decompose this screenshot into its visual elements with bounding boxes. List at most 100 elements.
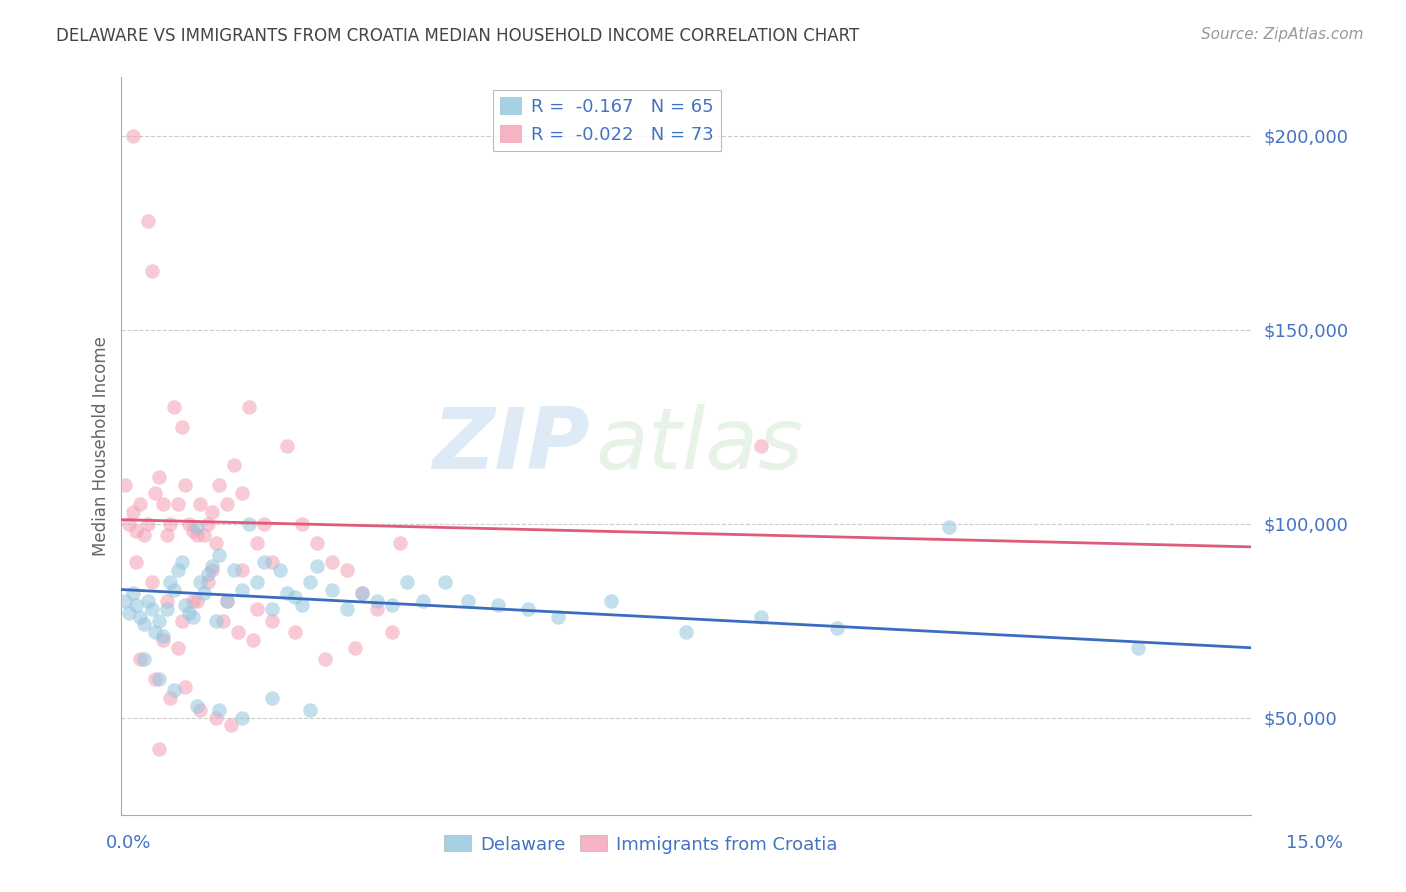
Point <box>155 602 177 616</box>
Point <box>193 528 215 542</box>
Point <box>307 559 329 574</box>
Point <box>242 632 264 647</box>
Point <box>186 528 208 542</box>
Point <box>181 524 204 539</box>
Point <box>121 586 143 600</box>
Point <box>190 703 212 717</box>
Point <box>201 559 224 574</box>
Point <box>143 485 166 500</box>
Point <box>291 598 314 612</box>
Point <box>148 470 170 484</box>
Point <box>159 516 181 531</box>
Point <box>224 563 246 577</box>
Point <box>457 594 479 608</box>
Point <box>260 614 283 628</box>
Point <box>284 625 307 640</box>
Point <box>298 703 321 717</box>
Point <box>186 698 208 713</box>
Point <box>170 614 193 628</box>
Point <box>193 586 215 600</box>
Point <box>121 505 143 519</box>
Point <box>215 594 238 608</box>
Point <box>208 703 231 717</box>
Point <box>381 598 404 612</box>
Point <box>599 594 621 608</box>
Point <box>155 594 177 608</box>
Point <box>148 672 170 686</box>
Point <box>141 264 163 278</box>
Point <box>208 477 231 491</box>
Point <box>118 606 141 620</box>
Text: ZIP: ZIP <box>433 404 591 488</box>
Point <box>190 497 212 511</box>
Point <box>148 741 170 756</box>
Point <box>208 548 231 562</box>
Point <box>231 485 253 500</box>
Point <box>260 602 283 616</box>
Point <box>749 439 772 453</box>
Point <box>276 439 298 453</box>
Point <box>219 718 242 732</box>
Point <box>260 555 283 569</box>
Point <box>215 594 238 608</box>
Point <box>381 625 404 640</box>
Point <box>284 591 307 605</box>
Text: atlas: atlas <box>596 404 804 488</box>
Point <box>159 574 181 589</box>
Point <box>163 683 186 698</box>
Point <box>163 582 186 597</box>
Point <box>143 625 166 640</box>
Text: 15.0%: 15.0% <box>1285 834 1343 852</box>
Point <box>132 528 155 542</box>
Point <box>226 625 249 640</box>
Point <box>152 632 174 647</box>
Point <box>167 640 190 655</box>
Point <box>231 582 253 597</box>
Point <box>152 497 174 511</box>
Point <box>141 602 163 616</box>
Point <box>307 536 329 550</box>
Point <box>148 614 170 628</box>
Point <box>179 606 201 620</box>
Point <box>231 563 253 577</box>
Point <box>201 563 224 577</box>
Point <box>516 602 538 616</box>
Point <box>152 629 174 643</box>
Point <box>204 614 226 628</box>
Point <box>246 602 269 616</box>
Point <box>366 594 388 608</box>
Point <box>143 672 166 686</box>
Point <box>186 594 208 608</box>
Point <box>125 524 148 539</box>
Point <box>197 516 219 531</box>
Point <box>749 609 772 624</box>
Point <box>163 401 186 415</box>
Point <box>136 516 159 531</box>
Point <box>136 594 159 608</box>
Point <box>486 598 509 612</box>
Point <box>170 555 193 569</box>
Point <box>179 516 201 531</box>
Text: DELAWARE VS IMMIGRANTS FROM CROATIA MEDIAN HOUSEHOLD INCOME CORRELATION CHART: DELAWARE VS IMMIGRANTS FROM CROATIA MEDI… <box>56 27 859 45</box>
Point <box>125 598 148 612</box>
Point <box>260 691 283 706</box>
Point <box>129 609 152 624</box>
Point <box>114 594 136 608</box>
Point <box>159 691 181 706</box>
Point <box>938 520 960 534</box>
Point <box>132 652 155 666</box>
Point <box>1126 640 1149 655</box>
Point <box>675 625 697 640</box>
Point <box>246 574 269 589</box>
Point <box>132 617 155 632</box>
Point <box>118 516 141 531</box>
Point <box>276 586 298 600</box>
Legend: R =  -0.167   N = 65, R =  -0.022   N = 73: R = -0.167 N = 65, R = -0.022 N = 73 <box>494 90 721 152</box>
Point <box>396 574 419 589</box>
Point <box>253 516 276 531</box>
Point <box>181 594 204 608</box>
Point <box>155 528 177 542</box>
Point <box>174 598 197 612</box>
Point <box>238 516 260 531</box>
Point <box>167 497 190 511</box>
